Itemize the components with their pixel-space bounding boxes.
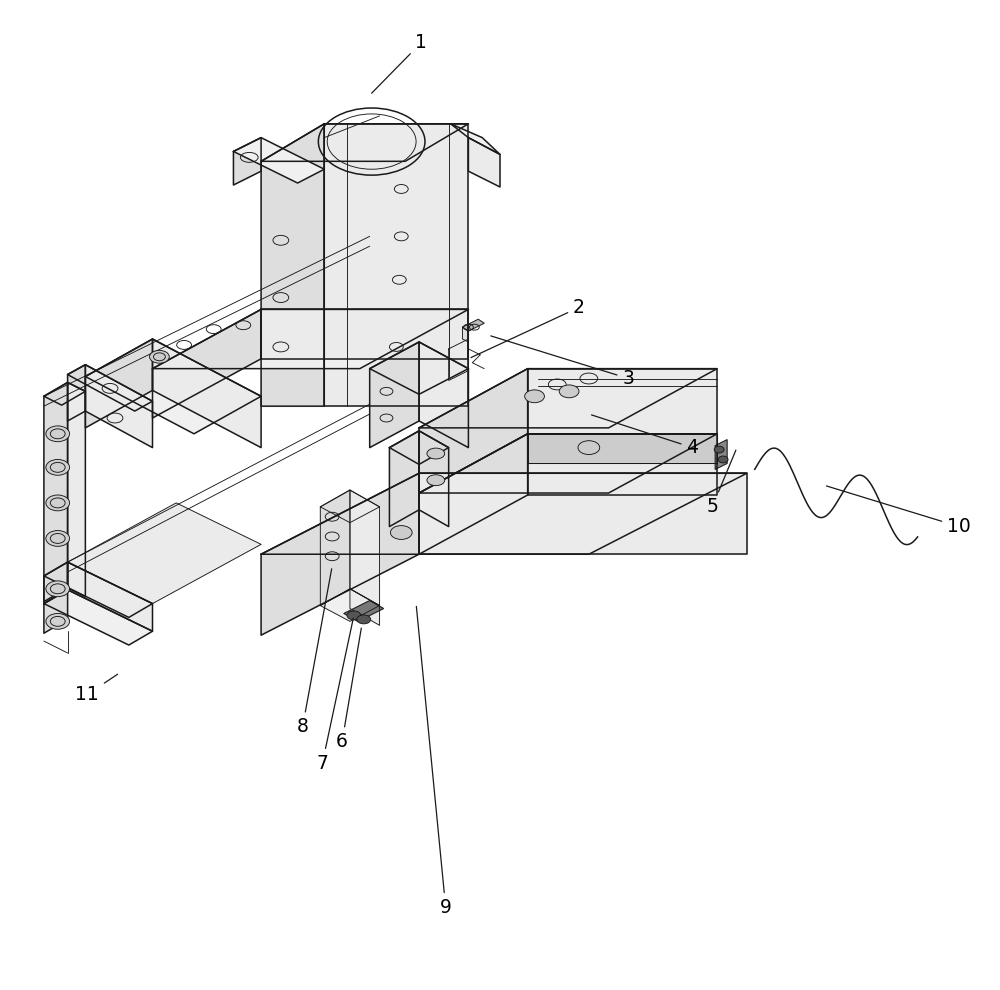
Polygon shape: [44, 562, 152, 618]
Ellipse shape: [718, 456, 728, 463]
Polygon shape: [44, 562, 68, 604]
Polygon shape: [44, 590, 152, 645]
Text: 7: 7: [316, 618, 353, 773]
Polygon shape: [419, 473, 747, 554]
Polygon shape: [68, 382, 85, 597]
Polygon shape: [324, 124, 468, 406]
Polygon shape: [350, 490, 380, 606]
Text: 11: 11: [75, 674, 118, 704]
Text: 8: 8: [297, 569, 332, 737]
Text: 3: 3: [491, 336, 634, 388]
Polygon shape: [85, 339, 261, 434]
Polygon shape: [419, 368, 528, 493]
Polygon shape: [419, 434, 717, 493]
Ellipse shape: [427, 448, 445, 459]
Ellipse shape: [150, 350, 169, 363]
Ellipse shape: [559, 385, 579, 398]
Ellipse shape: [357, 615, 371, 624]
Polygon shape: [152, 339, 261, 447]
Polygon shape: [468, 138, 500, 187]
Text: 4: 4: [591, 415, 699, 457]
Text: 1: 1: [372, 34, 427, 93]
Polygon shape: [419, 342, 468, 447]
Polygon shape: [44, 382, 68, 602]
Text: 9: 9: [416, 606, 452, 917]
Ellipse shape: [390, 526, 412, 540]
Polygon shape: [68, 562, 152, 632]
Ellipse shape: [46, 495, 70, 511]
Text: 6: 6: [336, 628, 361, 751]
Polygon shape: [462, 327, 468, 342]
Ellipse shape: [46, 531, 70, 546]
Polygon shape: [344, 601, 384, 622]
Text: 10: 10: [826, 486, 971, 537]
Polygon shape: [261, 473, 419, 636]
Polygon shape: [419, 431, 449, 527]
Polygon shape: [44, 382, 85, 405]
Text: 2: 2: [471, 298, 585, 357]
Polygon shape: [419, 434, 528, 554]
Polygon shape: [152, 310, 468, 368]
Polygon shape: [715, 440, 727, 469]
Polygon shape: [44, 590, 68, 634]
Polygon shape: [370, 342, 468, 394]
Polygon shape: [85, 339, 152, 428]
Ellipse shape: [46, 459, 70, 475]
Polygon shape: [389, 431, 449, 464]
Polygon shape: [350, 589, 380, 626]
Polygon shape: [68, 364, 152, 411]
Ellipse shape: [714, 446, 724, 453]
Polygon shape: [261, 124, 468, 161]
Polygon shape: [233, 138, 261, 185]
Ellipse shape: [46, 581, 70, 597]
Polygon shape: [370, 342, 419, 447]
Ellipse shape: [46, 426, 70, 442]
Polygon shape: [152, 310, 261, 418]
Polygon shape: [528, 368, 717, 434]
Polygon shape: [233, 138, 324, 183]
Ellipse shape: [46, 614, 70, 630]
Polygon shape: [528, 434, 717, 495]
Polygon shape: [85, 364, 152, 447]
Ellipse shape: [427, 475, 445, 486]
Polygon shape: [451, 124, 500, 154]
Polygon shape: [261, 124, 324, 406]
Polygon shape: [389, 431, 419, 527]
Polygon shape: [68, 503, 261, 604]
Polygon shape: [528, 434, 717, 463]
Polygon shape: [68, 364, 85, 421]
Ellipse shape: [525, 390, 544, 403]
Text: 5: 5: [706, 450, 736, 517]
Polygon shape: [419, 368, 717, 428]
Ellipse shape: [347, 611, 361, 620]
Polygon shape: [449, 339, 468, 380]
Polygon shape: [261, 310, 468, 358]
Polygon shape: [320, 490, 350, 606]
Polygon shape: [462, 319, 484, 331]
Polygon shape: [320, 589, 380, 622]
Polygon shape: [261, 473, 747, 554]
Polygon shape: [320, 490, 380, 523]
